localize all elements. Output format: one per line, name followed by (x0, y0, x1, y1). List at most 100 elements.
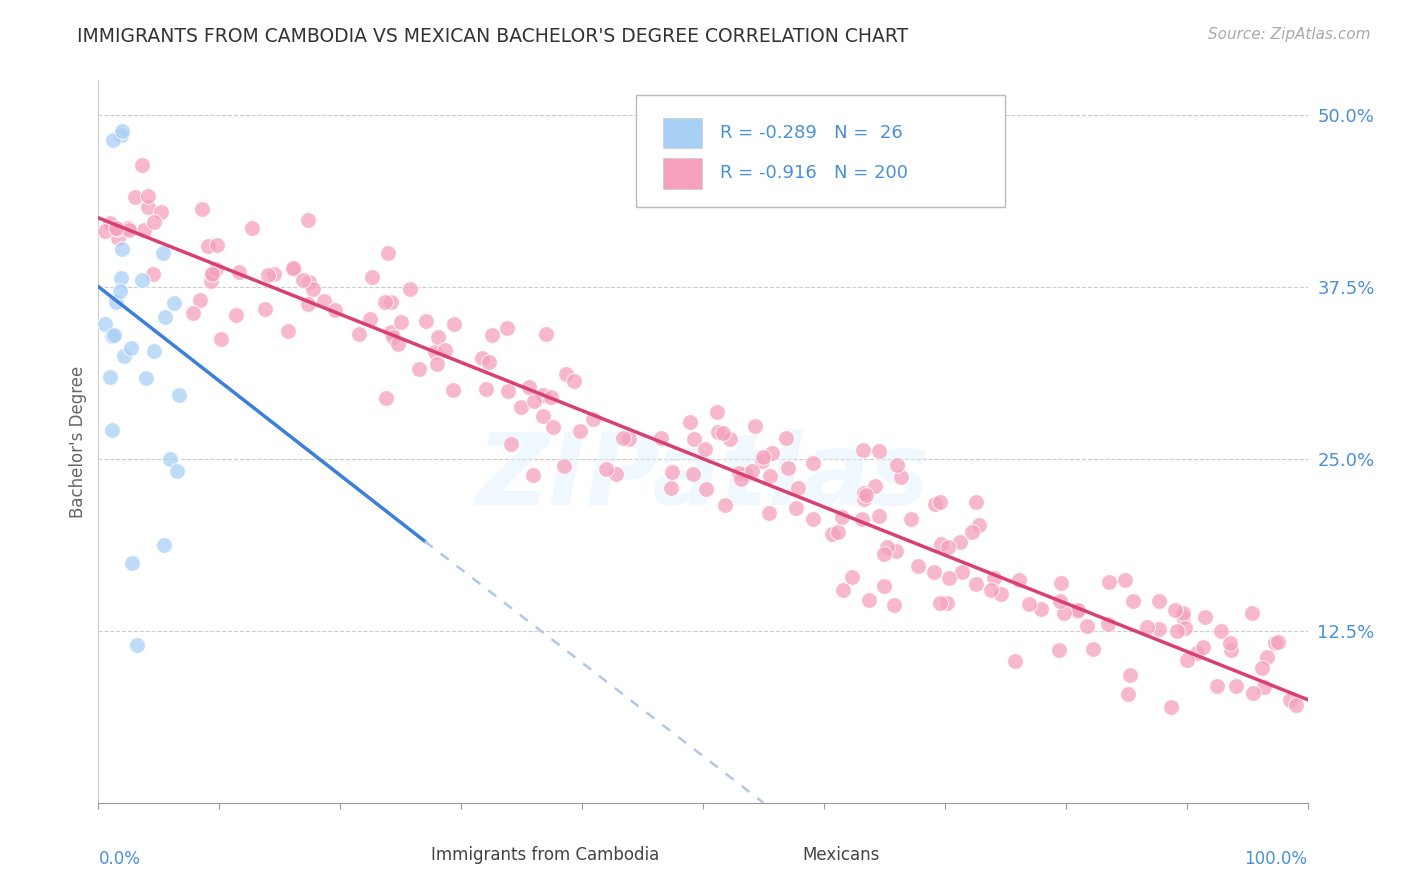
Point (142, 267, 165, 281)
Point (496, 320, 519, 334)
Point (619, 432, 641, 446)
Point (562, 374, 585, 388)
Point (540, 390, 562, 404)
Point (741, 465, 763, 479)
Point (886, 458, 908, 473)
Point (277, 324, 299, 338)
Point (929, 495, 952, 509)
Text: 0.0%: 0.0% (98, 850, 141, 868)
Point (1116, 687, 1139, 701)
Point (297, 212, 319, 227)
Point (100, 423, 122, 437)
Point (110, 128, 132, 142)
Point (785, 500, 807, 515)
Point (1136, 619, 1159, 633)
Point (1175, 653, 1198, 667)
Point (112, 349, 135, 363)
Point (98, 216, 121, 230)
Point (361, 270, 384, 285)
Point (650, 431, 672, 445)
Point (683, 433, 706, 447)
Point (104, 295, 127, 310)
Point (661, 465, 683, 479)
Point (1081, 642, 1104, 657)
Point (297, 297, 319, 311)
Point (775, 431, 797, 445)
Point (695, 482, 717, 496)
Text: Mexicans: Mexicans (803, 847, 880, 864)
Point (323, 302, 346, 317)
Point (980, 582, 1002, 597)
Point (801, 511, 824, 525)
FancyBboxPatch shape (768, 831, 799, 847)
Point (1251, 661, 1274, 675)
Point (1219, 636, 1241, 650)
Point (718, 432, 741, 446)
Point (1209, 624, 1232, 639)
Point (132, 223, 155, 237)
Point (188, 293, 211, 307)
Point (938, 571, 960, 585)
Point (569, 425, 592, 439)
Point (181, 306, 204, 320)
Point (858, 592, 880, 607)
Point (1004, 655, 1026, 669)
Point (98, 370, 121, 384)
Point (143, 215, 166, 229)
Point (415, 314, 437, 328)
Point (541, 420, 564, 434)
Point (110, 242, 132, 256)
Point (110, 270, 132, 285)
Point (682, 467, 704, 481)
Text: R = -0.289   N =  26: R = -0.289 N = 26 (720, 124, 903, 142)
Point (240, 220, 263, 235)
Point (93, 224, 115, 238)
Point (283, 262, 305, 277)
Point (399, 282, 422, 296)
Point (900, 512, 922, 526)
Point (159, 452, 181, 467)
Point (922, 566, 945, 580)
Point (374, 295, 396, 310)
Point (380, 326, 402, 340)
Point (1122, 593, 1144, 607)
Point (108, 284, 131, 298)
Point (478, 355, 501, 369)
Y-axis label: Bachelor's Degree: Bachelor's Degree (69, 366, 87, 517)
Point (475, 382, 498, 396)
Point (205, 262, 228, 277)
Point (714, 499, 737, 513)
Point (110, 124, 132, 138)
Point (855, 487, 877, 501)
Point (118, 223, 141, 237)
Point (853, 492, 876, 507)
Point (131, 273, 153, 287)
Point (205, 238, 228, 252)
Point (786, 481, 808, 495)
Point (359, 312, 381, 326)
Point (94, 317, 117, 331)
Point (735, 467, 758, 481)
Point (886, 544, 908, 558)
Point (1031, 602, 1053, 616)
Point (1253, 681, 1275, 695)
Point (876, 540, 898, 554)
Point (1205, 679, 1227, 693)
Point (1119, 668, 1142, 682)
Text: Source: ZipAtlas.com: Source: ZipAtlas.com (1208, 27, 1371, 42)
Point (693, 442, 716, 456)
Point (103, 327, 125, 342)
Point (1185, 646, 1208, 660)
Point (1220, 643, 1243, 657)
Bar (664, 158, 702, 189)
Point (228, 265, 250, 279)
Point (149, 205, 172, 219)
Point (105, 222, 128, 236)
Text: IMMIGRANTS FROM CAMBODIA VS MEXICAN BACHELOR'S DEGREE CORRELATION CHART: IMMIGRANTS FROM CAMBODIA VS MEXICAN BACH… (77, 27, 908, 45)
Point (523, 393, 546, 408)
Point (301, 282, 323, 296)
Point (1267, 635, 1289, 649)
Point (408, 362, 430, 376)
Text: ZIPatlas: ZIPatlas (477, 429, 929, 526)
Point (163, 295, 186, 310)
